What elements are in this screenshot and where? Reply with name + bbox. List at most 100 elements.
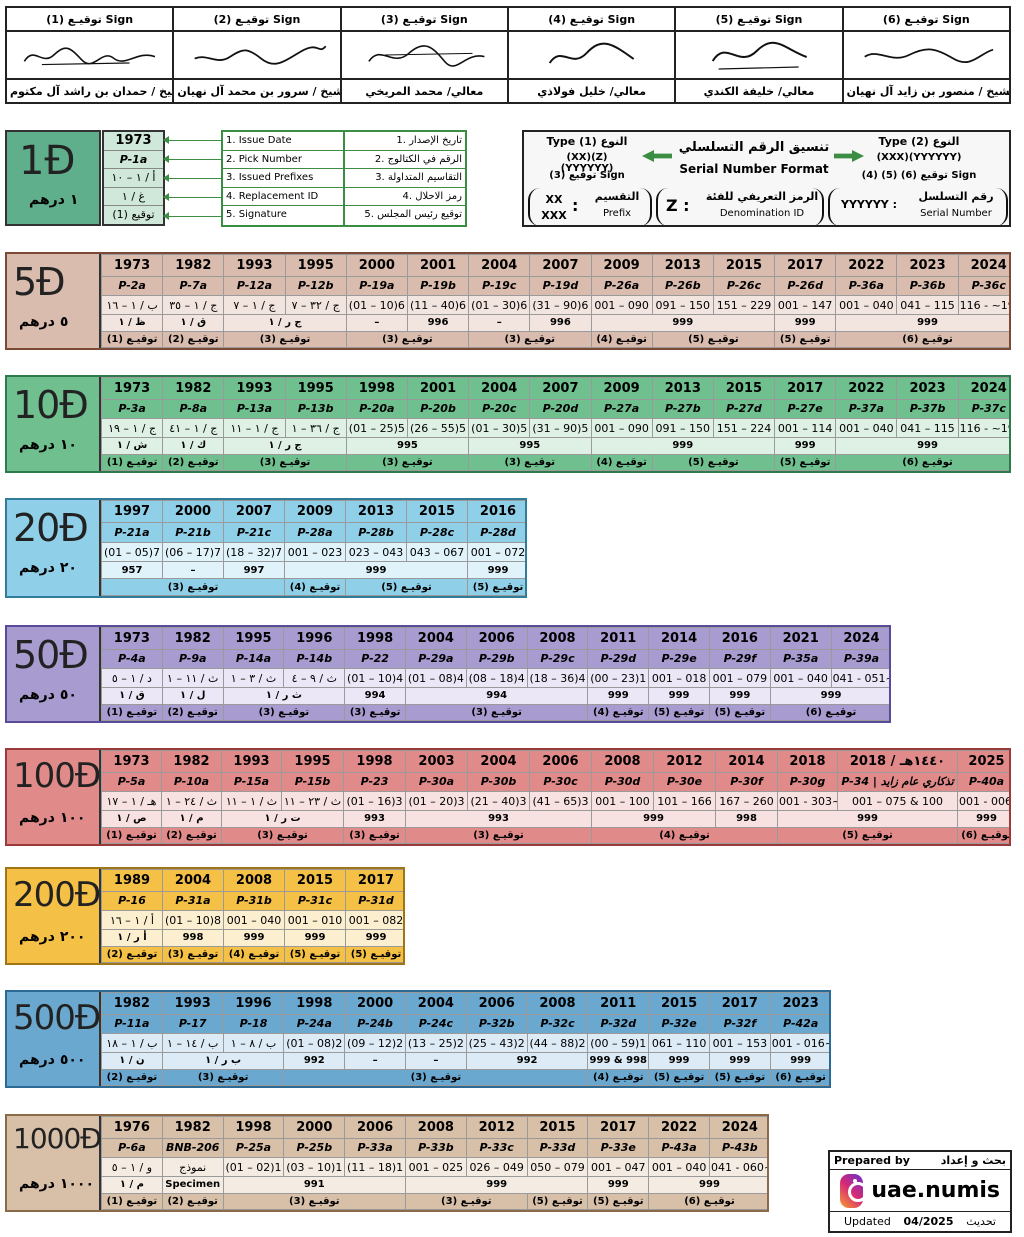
prefix-range: ج / ١ – ٣٥ <box>162 295 225 316</box>
legend-sample-column: 1973 P-1a أ / ١ – ١٠ غ / ١ توقيع (1) <box>102 130 165 226</box>
denomination-band-50: 50Đ ٥٠ درهم 1973 1982 1995 1996 1998 2004 2006 20… <box>5 625 891 723</box>
sign-header: توقيـع (1) Sign <box>4 6 175 32</box>
signature-ref: توقيـع (5) <box>651 330 776 348</box>
signature-ref: توقيـع (6) <box>769 703 889 721</box>
issue-year: 2015 <box>284 869 346 892</box>
format-title-ar: تنسيق الرقم التسلسلي <box>678 140 830 155</box>
denomination-box: 5Đ ٥ درهم <box>7 254 101 348</box>
sample-signature: توقيع (1) <box>112 208 155 221</box>
issue-year: 2004 <box>468 254 531 277</box>
replacement-id: 999 <box>774 437 837 455</box>
prepared-by-en: Prepared by <box>834 1154 910 1167</box>
sample-pick: P-1a <box>104 151 163 169</box>
prefix-range: 151 – 229 <box>712 295 776 316</box>
prefix-range: 101 – 166 <box>653 791 716 812</box>
replacement-id: ل / ١ <box>161 687 224 705</box>
issue-year: 2001 <box>406 377 470 400</box>
pick-number: P-30b <box>467 771 530 793</box>
pick-number: P-30e <box>653 771 716 793</box>
prefix-range: (01 – 16)3 <box>343 791 406 812</box>
signature-ref: توقيـع (2) <box>162 330 225 348</box>
prefix-range: (08 – 18)4 <box>465 668 528 689</box>
instagram-handle[interactable]: uae.numis <box>871 1178 1000 1203</box>
updated-date: 04/2025 <box>903 1215 954 1228</box>
issue-year: 2008 <box>591 750 654 773</box>
instagram-icon[interactable] <box>840 1173 869 1208</box>
pick-number: P-32e <box>648 1013 710 1035</box>
pick-number: P-37b <box>896 398 959 420</box>
signature-ref: توقيـع (3) <box>344 703 406 721</box>
pick-number: P-26b <box>651 275 714 297</box>
type2-sign: توقيع (6) (5) (4) Sign <box>861 170 977 181</box>
signature-ref: توقيـع (2) <box>161 703 224 721</box>
replacement-id: – <box>162 561 224 580</box>
issue-year: 2006 <box>529 750 592 773</box>
prefix-range: 001 – 040 <box>648 1157 710 1178</box>
prefix-range: ث / ١ – ١١ <box>221 791 282 812</box>
issue-year: 2009 <box>590 254 653 277</box>
replacement-id: ن / ١ <box>101 1052 163 1070</box>
signature-ref: توقيـع (3) <box>222 703 346 721</box>
issue-year: 2004 <box>404 627 467 650</box>
issue-year: 2000 <box>345 254 408 277</box>
signature-image <box>4 30 175 80</box>
signer-name: الشيخ / سرور بن محمد آل نهيان <box>172 78 342 104</box>
replacement-id: 999 <box>774 314 837 332</box>
prefix-range: (00 – 59)1 <box>587 1033 650 1054</box>
pick-number: P-37a <box>835 398 898 420</box>
prefix-range: 091 – 150 <box>651 295 714 316</box>
legend-key-ar: 1. تاريخ الإصدار <box>343 132 465 150</box>
prefix-range: (01 – 10)8 <box>162 910 224 931</box>
issue-year: 2017 <box>708 992 771 1015</box>
pick-number: P-43b <box>708 1137 767 1159</box>
signature-ref: توقيـع (5) <box>708 1068 771 1086</box>
prefix-range: 116 - ~190 <box>957 295 1009 316</box>
denomination-arabic: ٥٠٠ درهم <box>19 1052 86 1068</box>
denomination-number: 10Đ <box>13 383 89 427</box>
signature-ref: توقيـع (5) <box>526 1192 589 1210</box>
pick-number: P-30g <box>777 771 838 793</box>
replacement-id: 998 <box>715 810 778 828</box>
issue-year: 2016 <box>708 627 771 650</box>
pick-number: P-33c <box>465 1137 528 1159</box>
prefix-range: د / ١ – ٥ <box>101 668 163 689</box>
pick-number: P-6a <box>101 1137 163 1159</box>
replacement-id: 999 & 998 <box>587 1052 650 1070</box>
legend-key-ar: 3. التقاسيم المتداولة <box>343 169 465 187</box>
pick-number: P-26a <box>590 275 653 297</box>
prefix-range: 061 – 110 <box>648 1033 710 1054</box>
issue-year: 1982 <box>162 254 225 277</box>
issue-year: 2012 <box>465 1116 528 1139</box>
signature-ref: توقيـع (3) <box>223 453 347 471</box>
issue-year: 2006 <box>465 992 528 1015</box>
issue-year: 1998 <box>344 627 406 650</box>
denomination-number: 1Đ <box>19 138 76 184</box>
signature-ref: توقيـع (3) <box>404 703 589 721</box>
replacement-id: ظ / ١ <box>100 314 164 332</box>
pick-number: P-17 <box>161 1013 224 1035</box>
replacement-id: – <box>404 1052 467 1070</box>
prefix-range: 001 – 114 <box>774 418 837 439</box>
replacement-id: 999 <box>769 687 889 705</box>
issue-year: 1982 <box>161 1116 224 1139</box>
signature-ref: توقيـع (4) <box>587 703 650 721</box>
prefix-range: 001 – 075 & 100 <box>837 791 958 812</box>
replacement-id: 999 <box>835 314 1009 332</box>
denomination-band-200: 200Đ ٢٠٠ درهم 1989 2004 2008 2015 2017 P-16 P-31… <box>5 867 405 965</box>
prefix-range: ج / ١ – ٧ <box>223 295 286 316</box>
issue-year: 2007 <box>529 377 592 400</box>
pick-number: P-9a <box>161 648 224 670</box>
issue-year: 1998 <box>222 1116 285 1139</box>
replacement-id: – <box>344 1052 406 1070</box>
banknote-table: 1973 1982 1993 1995 2000 2001 2004 2007 2009 2013… <box>100 254 1009 348</box>
signature-ref: توقيـع (4) <box>223 945 285 963</box>
replacement-id: 999 <box>587 1176 650 1194</box>
prefix-range: ج / ١ – ١١ <box>223 418 286 439</box>
replacement-id: 999 <box>223 929 285 947</box>
prefix-range: (01 – 08)4 <box>404 668 467 689</box>
signature-ref: توقيـع (6) <box>835 330 1009 348</box>
denomination-box: 500Đ ٥٠٠ درهم <box>7 992 101 1086</box>
pick-number: P-12a <box>223 275 286 297</box>
replacement-id: 999 <box>769 1052 829 1070</box>
issue-year: 1976 <box>101 1116 163 1139</box>
